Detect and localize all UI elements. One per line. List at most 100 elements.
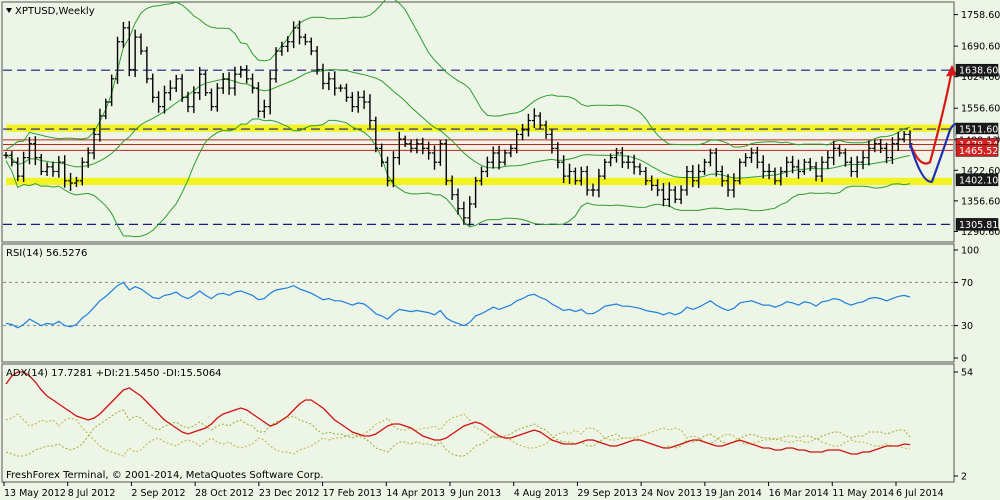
price-bar xyxy=(684,165,690,196)
price-bar xyxy=(302,33,308,46)
price-bar xyxy=(572,167,578,185)
price-bar xyxy=(637,163,643,176)
price-bar xyxy=(766,163,772,180)
price-bar xyxy=(138,33,144,55)
price-bar xyxy=(860,150,866,170)
rsi-y-tick-label: 0 xyxy=(961,354,967,365)
price-bar xyxy=(297,20,303,45)
x-tick-label: 24 Nov 2013 xyxy=(641,488,702,499)
price-bar xyxy=(643,167,649,186)
collapse-triangle-icon[interactable] xyxy=(6,8,12,13)
forecast-up-arrowhead xyxy=(946,64,957,77)
price-bar xyxy=(408,139,414,153)
main-y-tick-label: 1290.60 xyxy=(961,227,1000,238)
price-bar xyxy=(308,37,314,56)
price-bar xyxy=(38,153,44,176)
di-minus-line xyxy=(5,413,911,457)
price-bar xyxy=(696,164,702,188)
price-bar xyxy=(156,91,162,113)
adx-layer xyxy=(5,371,911,457)
price-bar xyxy=(167,80,173,101)
rsi-y-tick-label: 70 xyxy=(961,278,973,289)
price-tag-label: 1465.52 xyxy=(959,146,998,157)
price-bar xyxy=(432,145,438,170)
price-bar xyxy=(543,120,549,139)
price-bar xyxy=(737,158,743,185)
price-bar xyxy=(602,158,608,180)
price-bar xyxy=(813,161,819,182)
price-bar xyxy=(226,72,232,95)
price-bar xyxy=(702,158,708,175)
adx-panel-frame xyxy=(1,363,955,483)
price-bar xyxy=(402,135,408,148)
price-tag-box xyxy=(955,144,999,157)
price-tag: 1511.60 xyxy=(955,122,998,136)
price-bar xyxy=(567,163,573,184)
price-bar xyxy=(825,150,831,169)
x-tick-label: 17 Feb 2013 xyxy=(323,488,382,499)
price-bar xyxy=(62,155,68,188)
price-bar xyxy=(367,94,373,129)
price-bar xyxy=(901,131,907,143)
price-bar xyxy=(884,142,890,164)
price-bar xyxy=(872,139,878,153)
price-bar xyxy=(179,74,185,103)
price-bar xyxy=(784,156,790,178)
price-bar xyxy=(355,91,361,113)
price-tag-label: 1638.60 xyxy=(959,66,998,77)
bollinger-middle-line xyxy=(5,69,911,179)
price-tag: 1305.81 xyxy=(955,218,999,231)
price-bar xyxy=(68,172,74,191)
x-tick-label: 4 Aug 2013 xyxy=(514,488,569,499)
price-bar xyxy=(490,146,496,169)
price-bar xyxy=(561,155,567,184)
price-bar xyxy=(120,22,126,48)
price-bar xyxy=(649,175,655,191)
price-tag-label: 1402.10 xyxy=(959,175,998,186)
price-bar xyxy=(778,166,784,186)
main-panel-title: XPTUSD,Weekly xyxy=(15,6,95,17)
x-tick-label: 8 Jul 2012 xyxy=(68,488,116,499)
price-bar xyxy=(713,147,719,177)
copyright-text: FreshForex Terminal, © 2001-2014, MetaQu… xyxy=(6,470,323,481)
price-bar xyxy=(625,155,631,169)
price-bar xyxy=(314,46,320,75)
price-bar xyxy=(238,65,244,78)
price-tag-box xyxy=(955,173,999,187)
price-bar xyxy=(525,113,531,137)
price-bar xyxy=(214,83,220,112)
forecast-up-arrow xyxy=(908,69,954,165)
main-y-tick-label: 1690.60 xyxy=(961,42,1000,53)
price-bar xyxy=(349,92,355,112)
price-bar xyxy=(244,65,250,84)
price-bar xyxy=(842,148,848,167)
x-tick-label: 19 Jan 2014 xyxy=(705,488,762,499)
price-bar xyxy=(725,174,731,197)
price-bar xyxy=(549,129,555,154)
price-bar xyxy=(255,81,261,118)
price-tag-box xyxy=(955,218,999,231)
price-bar xyxy=(420,137,426,155)
price-bar xyxy=(801,158,807,175)
price-bar xyxy=(132,29,138,78)
price-bar xyxy=(707,148,713,167)
price-bar xyxy=(555,142,561,169)
main-y-tick-label: 1356.60 xyxy=(961,196,1000,207)
price-bar xyxy=(44,162,50,176)
price-bar xyxy=(848,156,854,177)
price-bar xyxy=(590,183,596,197)
price-bar xyxy=(250,73,256,94)
x-tick-label: 29 Sep 2013 xyxy=(577,488,637,499)
x-tick-label: 9 Jun 2013 xyxy=(450,488,501,499)
x-tick-label: 2 Sep 2012 xyxy=(131,488,185,499)
main-panel-frame xyxy=(1,1,955,243)
x-tick-label: 16 Mar 2014 xyxy=(769,488,829,499)
price-bar xyxy=(889,137,895,164)
price-bar xyxy=(520,123,526,141)
rsi-line xyxy=(5,281,911,329)
rsi-panel-frame xyxy=(1,243,955,363)
price-bar xyxy=(220,72,226,94)
price-bar xyxy=(508,144,514,158)
x-tick-label: 14 Apr 2013 xyxy=(386,488,445,499)
price-tag-box xyxy=(955,63,999,77)
